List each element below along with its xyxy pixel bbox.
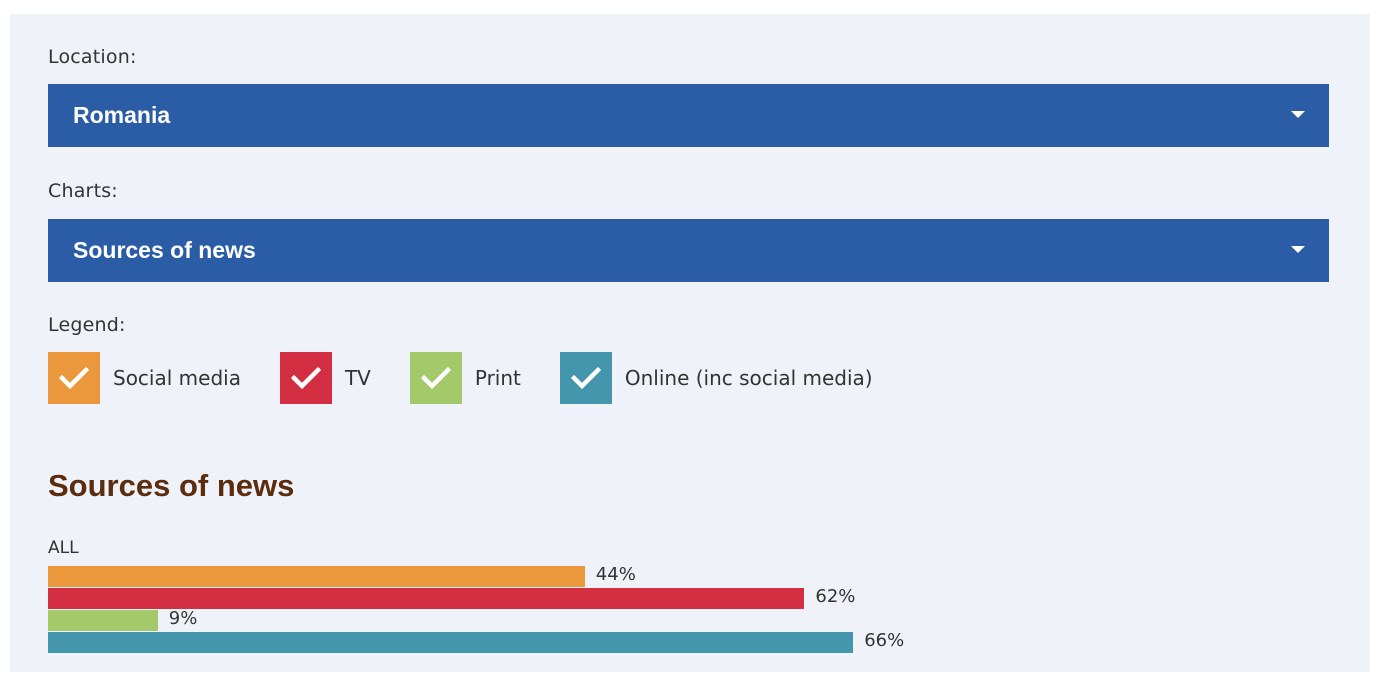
bar-value-label-social-media: 44% <box>595 564 636 585</box>
legend-item-social-media[interactable]: Social media <box>48 352 241 404</box>
bar-tv <box>48 588 805 609</box>
legend-item-label: Print <box>474 366 521 390</box>
legend-item-label: Social media <box>113 366 241 390</box>
bar-print <box>48 610 158 631</box>
charts-label: Charts: <box>48 180 118 202</box>
chart-panel: Location: Romania Charts: Sources of new… <box>10 14 1370 672</box>
legend-item-label: Online (inc social media) <box>624 366 873 390</box>
bar-value-label-online: 66% <box>864 630 905 651</box>
location-dropdown[interactable]: Romania <box>48 84 1329 147</box>
legend-item-online[interactable]: Online (inc social media) <box>559 352 873 404</box>
legend: Social media TV Print Online (inc social… <box>48 352 912 404</box>
location-selected-value: Romania <box>73 102 171 128</box>
checkbox-checked-icon[interactable] <box>559 352 612 404</box>
bar-value-label-tv: 62% <box>815 586 856 607</box>
caret-down-icon <box>1291 111 1305 118</box>
bar-social-media <box>48 566 585 587</box>
checkbox-checked-icon[interactable] <box>279 352 332 404</box>
legend-item-label: TV <box>344 366 371 390</box>
legend-item-print[interactable]: Print <box>409 352 521 404</box>
checkbox-checked-icon[interactable] <box>48 352 100 404</box>
category-label-all: ALL <box>48 538 79 558</box>
caret-down-icon <box>1291 246 1305 253</box>
legend-item-tv[interactable]: TV <box>279 352 371 404</box>
charts-dropdown[interactable]: Sources of news <box>48 219 1329 282</box>
legend-label: Legend: <box>48 314 126 336</box>
bar-value-label-print: 9% <box>168 608 198 629</box>
location-label: Location: <box>48 46 137 68</box>
chart-title: Sources of news <box>48 468 295 503</box>
charts-selected-value: Sources of news <box>73 237 256 263</box>
checkbox-checked-icon[interactable] <box>409 352 462 404</box>
bar-online <box>48 632 854 653</box>
